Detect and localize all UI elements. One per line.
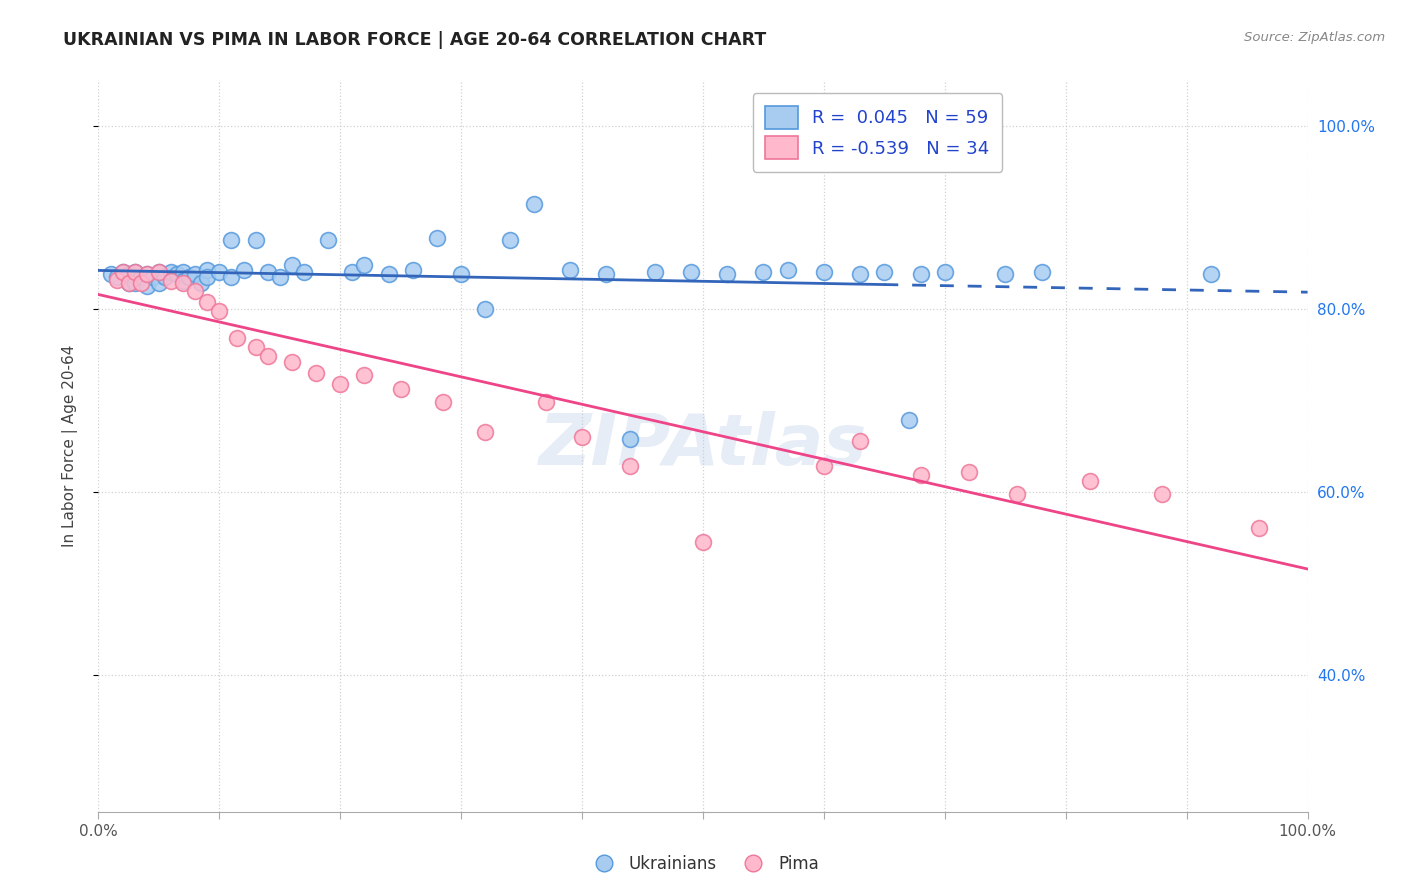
Point (873, 265, 896, 279)
Point (179, 269, 201, 284)
Point (129, 269, 152, 284)
Point (135, 267, 157, 281)
Point (245, 340, 267, 354)
Point (692, 535, 714, 549)
Point (679, 265, 702, 279)
Point (256, 265, 278, 279)
Point (619, 459, 641, 474)
Point (316, 233, 339, 247)
Point (124, 265, 146, 279)
Point (776, 263, 799, 277)
Point (910, 267, 932, 281)
Point (153, 269, 176, 284)
Point (813, 459, 835, 474)
Point (195, 269, 218, 284)
Point (221, 269, 243, 284)
Point (353, 368, 375, 382)
Point (1249, 521, 1271, 535)
Point (172, 277, 194, 291)
Point (148, 265, 170, 279)
Point (195, 294, 218, 309)
Point (498, 233, 520, 247)
Text: Source: ZipAtlas.com: Source: ZipAtlas.com (1244, 31, 1385, 45)
Point (118, 277, 141, 291)
Point (897, 413, 920, 427)
Point (135, 267, 157, 281)
Point (402, 263, 425, 277)
Point (716, 267, 738, 281)
Point (135, 279, 157, 293)
Point (172, 265, 194, 279)
Point (558, 263, 581, 277)
Point (813, 265, 835, 279)
Point (166, 267, 188, 281)
Point (752, 265, 775, 279)
Point (118, 267, 141, 281)
Point (377, 267, 399, 281)
Point (118, 277, 141, 291)
Point (142, 269, 165, 284)
Point (849, 434, 872, 449)
Point (292, 265, 315, 279)
Point (644, 265, 666, 279)
Point (1007, 486, 1029, 500)
Point (208, 303, 231, 318)
Point (910, 468, 932, 483)
Point (281, 355, 304, 369)
Point (1031, 265, 1053, 279)
Point (269, 269, 291, 284)
Point (184, 267, 207, 281)
Point (474, 301, 496, 316)
Point (160, 275, 183, 289)
Point (426, 230, 449, 244)
Point (111, 265, 134, 279)
Point (1152, 486, 1174, 500)
Point (124, 277, 146, 291)
Point (129, 277, 152, 291)
Text: UKRAINIAN VS PIMA IN LABOR FORCE | AGE 20-64 CORRELATION CHART: UKRAINIAN VS PIMA IN LABOR FORCE | AGE 2… (63, 31, 766, 49)
Point (256, 350, 278, 364)
Point (226, 331, 249, 345)
Point (245, 233, 267, 247)
Point (105, 272, 128, 286)
Point (934, 265, 956, 279)
Point (160, 265, 183, 279)
Point (208, 265, 231, 279)
Point (232, 263, 254, 277)
Point (184, 284, 207, 298)
Y-axis label: In Labor Force | Age 20-64: In Labor Force | Age 20-64 (62, 345, 77, 547)
Point (329, 376, 352, 391)
Point (595, 267, 617, 281)
Point (432, 395, 454, 409)
Point (957, 465, 980, 479)
Point (281, 258, 304, 272)
Point (124, 265, 146, 279)
Point (474, 425, 496, 440)
Point (849, 267, 872, 281)
Legend: Ukrainians, Pima: Ukrainians, Pima (581, 848, 825, 880)
Point (111, 265, 134, 279)
Point (342, 265, 364, 279)
Point (195, 263, 218, 277)
Point (190, 277, 212, 291)
Point (1199, 267, 1222, 281)
Point (148, 277, 170, 291)
Point (305, 366, 328, 380)
Point (994, 267, 1017, 281)
Point (353, 258, 375, 272)
Point (389, 382, 412, 396)
Point (450, 267, 472, 281)
Point (105, 269, 128, 284)
Point (571, 430, 593, 444)
Point (1078, 474, 1101, 488)
Point (534, 395, 557, 409)
Text: ZIPAtlas: ZIPAtlas (538, 411, 868, 481)
Point (148, 265, 170, 279)
Point (221, 233, 243, 247)
Point (619, 432, 641, 446)
Legend: R =  0.045   N = 59, R = -0.539   N = 34: R = 0.045 N = 59, R = -0.539 N = 34 (752, 93, 1002, 172)
Point (100, 267, 122, 281)
Point (172, 275, 194, 289)
Point (523, 196, 546, 211)
